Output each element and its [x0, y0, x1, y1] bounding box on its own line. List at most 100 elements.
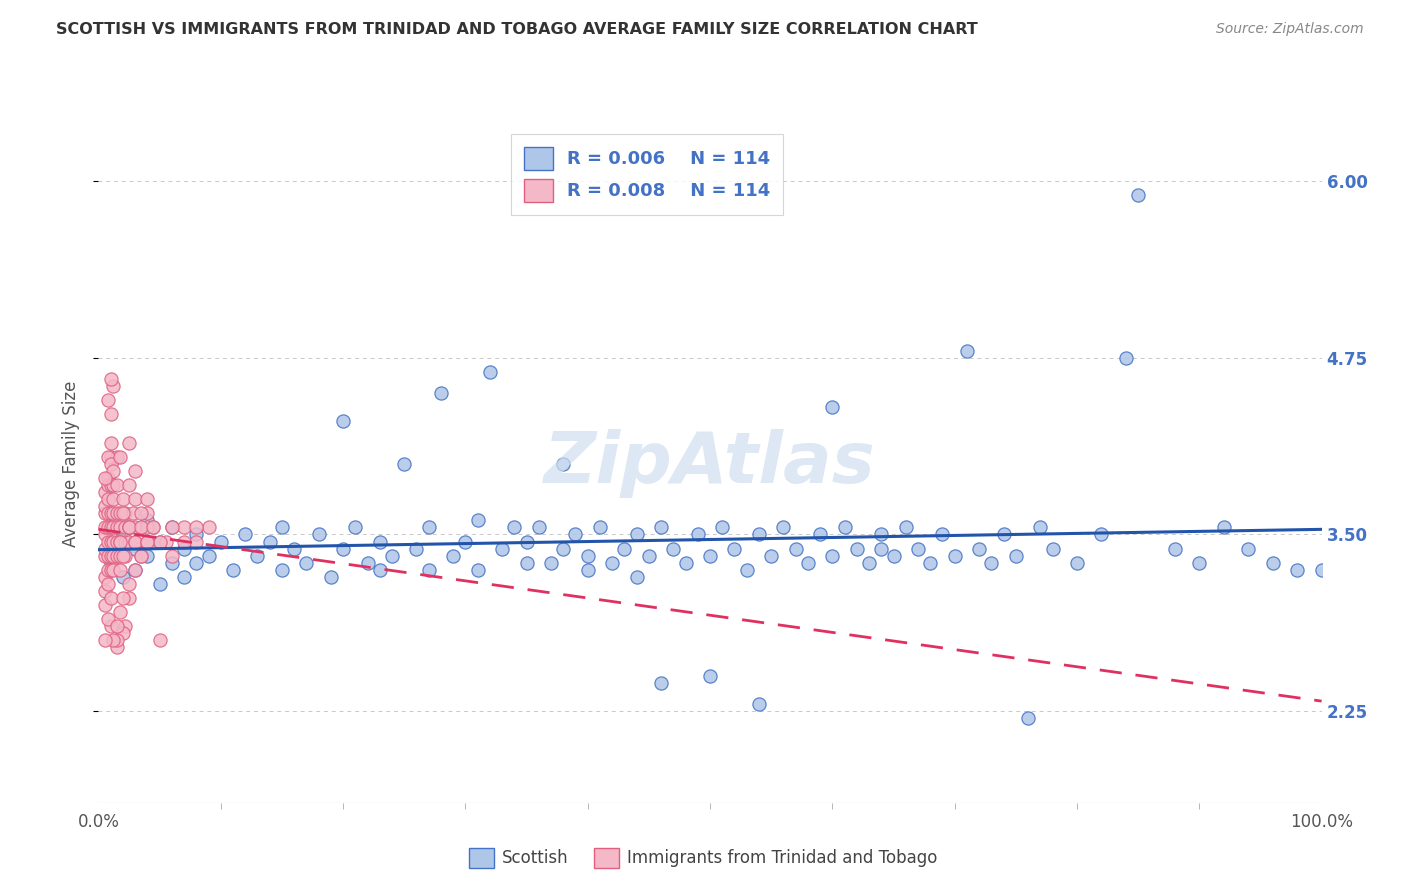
- Point: [589, 520, 612, 534]
- Point: [931, 527, 953, 541]
- Point: [870, 541, 893, 556]
- Point: [1128, 188, 1150, 202]
- Point: [124, 534, 146, 549]
- Point: [209, 534, 232, 549]
- Point: [295, 556, 318, 570]
- Point: [129, 506, 152, 520]
- Point: [111, 591, 134, 605]
- Text: ZipAtlas: ZipAtlas: [544, 429, 876, 499]
- Point: [149, 534, 172, 549]
- Point: [478, 365, 501, 379]
- Point: [124, 563, 146, 577]
- Point: [111, 570, 134, 584]
- Point: [834, 520, 856, 534]
- Point: [993, 527, 1015, 541]
- Point: [797, 556, 820, 570]
- Point: [576, 549, 599, 563]
- Point: [160, 520, 183, 534]
- Point: [101, 478, 124, 492]
- Point: [110, 549, 132, 563]
- Point: [454, 534, 477, 549]
- Point: [368, 534, 391, 549]
- Point: [97, 393, 120, 408]
- Legend: R = 0.006    N = 114, R = 0.008    N = 114: R = 0.006 N = 114, R = 0.008 N = 114: [512, 134, 783, 215]
- Point: [100, 408, 122, 422]
- Point: [319, 570, 342, 584]
- Point: [1090, 527, 1112, 541]
- Point: [100, 478, 122, 492]
- Point: [467, 513, 489, 527]
- Point: [149, 577, 172, 591]
- Point: [118, 591, 141, 605]
- Point: [136, 520, 159, 534]
- Point: [173, 520, 195, 534]
- Point: [97, 534, 120, 549]
- Point: [136, 513, 159, 527]
- Y-axis label: Average Family Size: Average Family Size: [62, 381, 80, 547]
- Point: [97, 492, 120, 507]
- Point: [173, 541, 195, 556]
- Point: [772, 520, 794, 534]
- Point: [105, 534, 128, 549]
- Point: [101, 563, 124, 577]
- Point: [110, 563, 132, 577]
- Point: [821, 549, 844, 563]
- Point: [491, 541, 513, 556]
- Point: [111, 492, 134, 507]
- Point: [283, 541, 305, 556]
- Point: [100, 435, 122, 450]
- Point: [114, 534, 136, 549]
- Point: [100, 563, 122, 577]
- Point: [97, 520, 120, 534]
- Point: [186, 556, 208, 570]
- Point: [110, 534, 132, 549]
- Point: [100, 372, 122, 386]
- Point: [97, 549, 120, 563]
- Point: [111, 626, 134, 640]
- Point: [118, 534, 141, 549]
- Point: [105, 520, 128, 534]
- Point: [110, 534, 132, 549]
- Point: [136, 534, 159, 549]
- Point: [845, 541, 868, 556]
- Point: [101, 492, 124, 507]
- Point: [101, 534, 124, 549]
- Point: [100, 534, 122, 549]
- Point: [136, 534, 159, 549]
- Point: [368, 563, 391, 577]
- Point: [920, 556, 942, 570]
- Point: [93, 598, 115, 612]
- Point: [100, 520, 122, 534]
- Point: [105, 640, 128, 655]
- Point: [124, 520, 146, 534]
- Point: [114, 506, 136, 520]
- Point: [105, 619, 128, 633]
- Point: [97, 506, 120, 520]
- Point: [600, 556, 623, 570]
- Point: [222, 563, 245, 577]
- Text: Source: ZipAtlas.com: Source: ZipAtlas.com: [1216, 22, 1364, 37]
- Point: [418, 563, 440, 577]
- Point: [124, 541, 146, 556]
- Point: [894, 520, 917, 534]
- Point: [821, 401, 844, 415]
- Point: [553, 457, 575, 471]
- Point: [308, 527, 330, 541]
- Point: [100, 457, 122, 471]
- Point: [186, 534, 208, 549]
- Point: [748, 697, 770, 711]
- Text: SCOTTISH VS IMMIGRANTS FROM TRINIDAD AND TOBAGO AVERAGE FAMILY SIZE CORRELATION : SCOTTISH VS IMMIGRANTS FROM TRINIDAD AND…: [56, 22, 979, 37]
- Point: [93, 527, 115, 541]
- Point: [186, 527, 208, 541]
- Point: [711, 520, 734, 534]
- Point: [118, 577, 141, 591]
- Point: [110, 506, 132, 520]
- Point: [883, 549, 905, 563]
- Point: [392, 457, 416, 471]
- Point: [564, 527, 586, 541]
- Point: [515, 534, 537, 549]
- Point: [93, 471, 115, 485]
- Point: [114, 619, 136, 633]
- Point: [101, 379, 124, 393]
- Point: [613, 541, 636, 556]
